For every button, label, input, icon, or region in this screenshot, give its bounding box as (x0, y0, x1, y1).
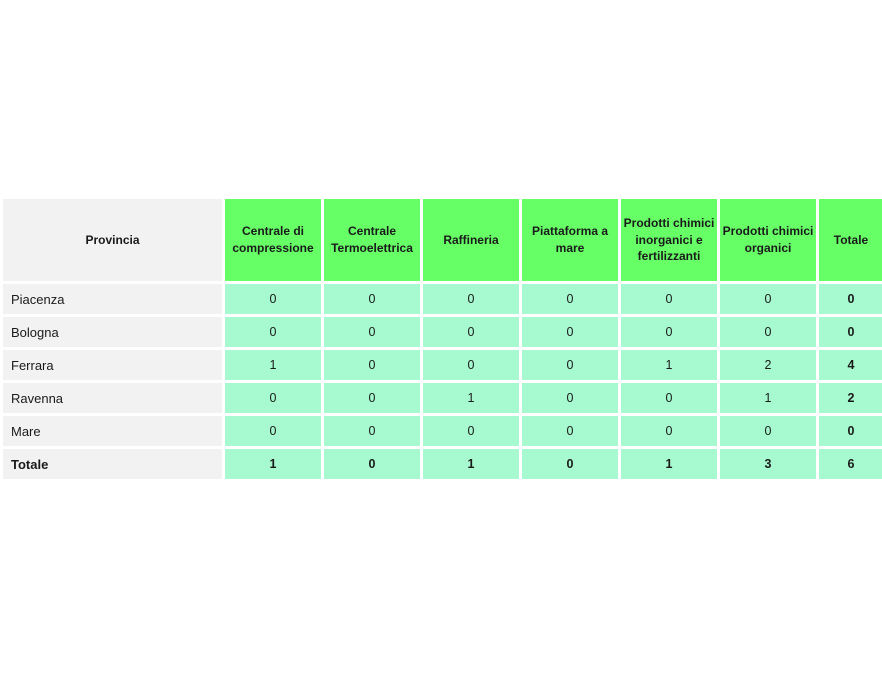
row-label-cell: Totale (0, 446, 225, 482)
value-cell: 0 (321, 314, 423, 350)
row-total-cell: 0 (816, 413, 882, 449)
value-cell: 0 (321, 347, 423, 383)
column-header: Totale (816, 196, 882, 284)
value-cell: 0 (717, 413, 819, 449)
value-cell: 0 (420, 347, 522, 383)
table-row: Totale 1 0 1 0 1 3 6 (0, 446, 882, 482)
value-cell: 0 (519, 314, 621, 350)
value-cell: 0 (321, 413, 423, 449)
value-cell: 1 (222, 446, 324, 482)
row-label-cell: Ferrara (0, 347, 225, 383)
row-label-cell: Ravenna (0, 380, 225, 416)
value-cell: 0 (321, 446, 423, 482)
value-cell: 0 (618, 314, 720, 350)
value-cell: 1 (420, 380, 522, 416)
value-cell: 0 (519, 281, 621, 317)
value-cell: 0 (420, 314, 522, 350)
value-cell: 0 (222, 380, 324, 416)
table-row: Piacenza 0 0 0 0 0 0 0 (0, 281, 882, 317)
value-cell: 1 (420, 446, 522, 482)
value-cell: 0 (519, 446, 621, 482)
value-cell: 1 (222, 347, 324, 383)
column-header: Prodotti chimici inorganici e fertilizza… (618, 196, 720, 284)
row-total-cell: 6 (816, 446, 882, 482)
column-header: Prodotti chimici organici (717, 196, 819, 284)
header-row: Provincia Centrale di compressione Central… (0, 196, 882, 284)
value-cell: 0 (717, 314, 819, 350)
value-cell: 1 (717, 380, 819, 416)
table-body: Piacenza 0 0 0 0 0 0 0 Bologna 0 0 0 0 0 0 0 Ferrara 1 0 0 0… (0, 281, 882, 482)
value-cell: 0 (519, 347, 621, 383)
row-label-cell: Piacenza (0, 281, 225, 317)
column-header: Raffineria (420, 196, 522, 284)
value-cell: 0 (519, 413, 621, 449)
value-cell: 0 (618, 380, 720, 416)
value-cell: 0 (618, 413, 720, 449)
column-header: Piattaforma a mare (519, 196, 621, 284)
value-cell: 0 (420, 413, 522, 449)
table-row: Bologna 0 0 0 0 0 0 0 (0, 314, 882, 350)
value-cell: 0 (321, 281, 423, 317)
row-total-cell: 4 (816, 347, 882, 383)
column-header: Centrale di compressione (222, 196, 324, 284)
table-row: Ferrara 1 0 0 0 1 2 4 (0, 347, 882, 383)
value-cell: 0 (717, 281, 819, 317)
table-row: Mare 0 0 0 0 0 0 0 (0, 413, 882, 449)
value-cell: 0 (222, 413, 324, 449)
row-total-cell: 0 (816, 281, 882, 317)
value-cell: 0 (519, 380, 621, 416)
value-cell: 0 (222, 281, 324, 317)
table-header: Provincia Centrale di compressione Central… (0, 196, 882, 284)
row-total-cell: 2 (816, 380, 882, 416)
row-total-cell: 0 (816, 314, 882, 350)
value-cell: 3 (717, 446, 819, 482)
row-label-cell: Bologna (0, 314, 225, 350)
row-label-cell: Mare (0, 413, 225, 449)
value-cell: 2 (717, 347, 819, 383)
data-table: Provincia Centrale di compressione Central… (0, 196, 882, 482)
value-cell: 0 (618, 281, 720, 317)
value-cell: 0 (222, 314, 324, 350)
value-cell: 1 (618, 347, 720, 383)
table-row: Ravenna 0 0 1 0 0 1 2 (0, 380, 882, 416)
value-cell: 0 (420, 281, 522, 317)
value-cell: 1 (618, 446, 720, 482)
column-header: Centrale Termoelettrica (321, 196, 423, 284)
value-cell: 0 (321, 380, 423, 416)
column-header-provincia: Provincia (0, 196, 225, 284)
province-facility-table: Provincia Centrale di compressione Central… (0, 196, 882, 482)
